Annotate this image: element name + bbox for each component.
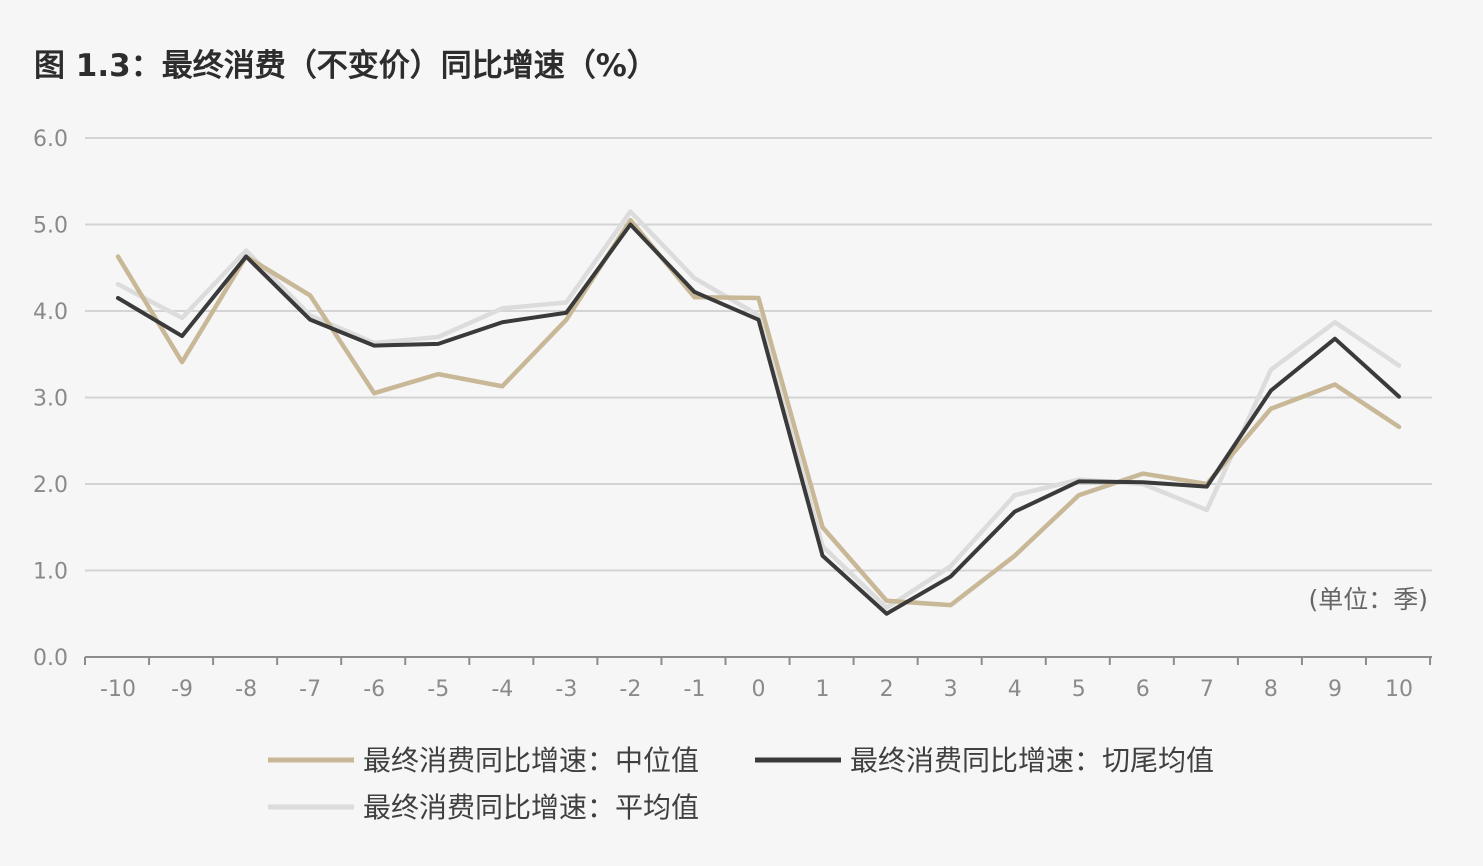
series-line-2 <box>115 209 1402 610</box>
x-tick-label: -7 <box>299 677 321 702</box>
x-axis: -10 -9 -8 -7 -6 -5 -4 -3 -2 -1 0 1 2 3 4 5 6 7 8 9 10 <box>84 656 1432 702</box>
x-tick-label: 10 <box>1385 677 1413 702</box>
x-tick-label: 3 <box>944 677 958 702</box>
x-tick-label: 1 <box>816 677 830 702</box>
x-tick-label: -1 <box>683 677 705 702</box>
x-tick-label: 0 <box>752 677 766 702</box>
series-line-0 <box>115 217 1402 608</box>
x-tick-label: -2 <box>619 677 641 702</box>
x-tick-label: -9 <box>171 677 193 702</box>
legend-label: 最终消费同比增速：中位值 <box>363 744 699 777</box>
legend-label: 最终消费同比增速：切尾均值 <box>850 744 1214 777</box>
y-tick-label: 2.0 <box>33 473 68 498</box>
series-lines <box>115 209 1402 616</box>
x-tick-label: -10 <box>100 677 136 702</box>
y-tick-label: 5.0 <box>33 214 68 239</box>
y-tick-label: 4.0 <box>33 300 68 325</box>
y-tick-label: 6.0 <box>33 127 68 152</box>
series-line-1 <box>116 222 1401 616</box>
y-tick-label: 0.0 <box>33 646 68 671</box>
legend-label: 最终消费同比增速：平均值 <box>363 791 699 824</box>
x-tick-label: 5 <box>1072 677 1086 702</box>
x-tick-label: 8 <box>1264 677 1278 702</box>
unit-note: (单位：季) <box>1308 585 1428 614</box>
y-tick-label: 3.0 <box>33 387 68 412</box>
x-tick-label: -4 <box>491 677 513 702</box>
x-tick-label: 9 <box>1328 677 1342 702</box>
x-tick-label: 7 <box>1200 677 1214 702</box>
x-tick-label: 2 <box>880 677 894 702</box>
x-tick-label: -6 <box>363 677 385 702</box>
y-tick-label: 1.0 <box>33 560 68 585</box>
gridlines: 0.0 1.0 2.0 3.0 4.0 5.0 6.0 <box>33 127 1432 671</box>
x-tick-label: 4 <box>1008 677 1022 702</box>
x-tick-label: -8 <box>235 677 257 702</box>
x-tick-label: 6 <box>1136 677 1150 702</box>
x-tick-label: -3 <box>555 677 577 702</box>
chart-title: 图 1.3：最终消费（不变价）同比增速（%） <box>34 48 658 84</box>
x-tick-label: -5 <box>427 677 449 702</box>
